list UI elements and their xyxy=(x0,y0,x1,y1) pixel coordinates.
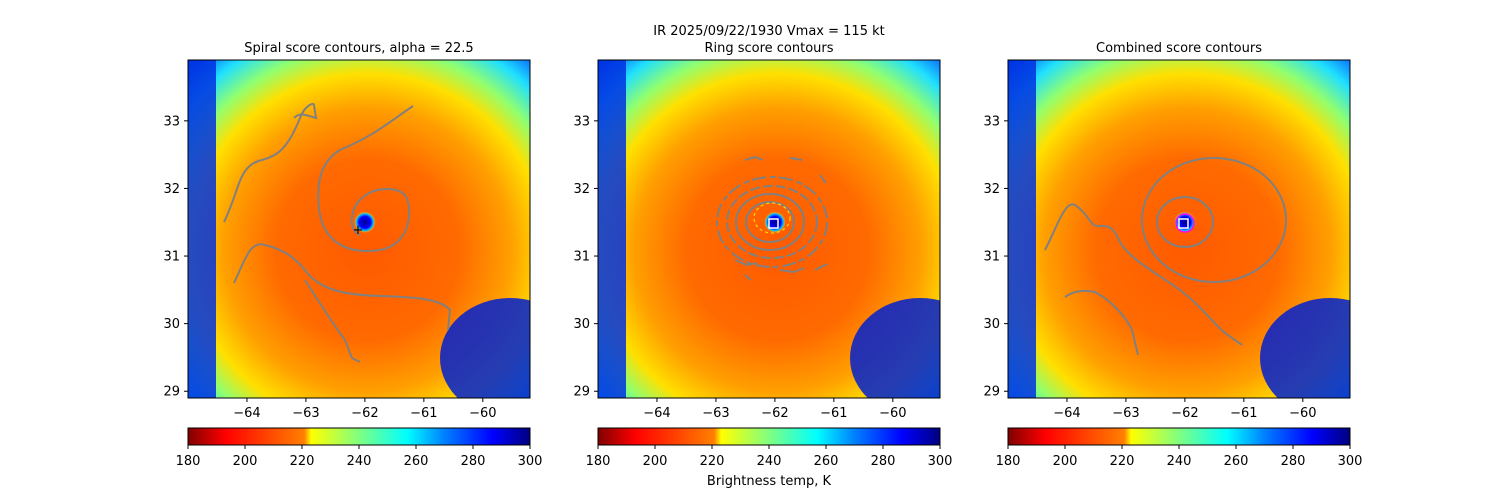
panel-spiral: Spiral score contours, alpha = 22.5 −64 −… xyxy=(163,41,531,421)
colorbar-tick-label: 260 xyxy=(404,454,429,469)
y-tick-label: 33 xyxy=(983,114,1000,129)
colorbar-tick-label: 180 xyxy=(996,454,1021,469)
x-tick-label: −63 xyxy=(702,406,729,421)
colorbar-tick-label: 300 xyxy=(1338,454,1363,469)
combined-contour-outer-ring xyxy=(1141,157,1287,283)
colorbar-tick-label: 300 xyxy=(928,454,953,469)
spiral-contour-south-arm xyxy=(304,279,361,363)
x-tick-label: −64 xyxy=(233,406,260,421)
y-tick-label: 29 xyxy=(983,385,1000,400)
ring-contour-2 xyxy=(726,185,818,259)
panel-title: Combined score contours xyxy=(1096,41,1262,56)
y-tick-label: 30 xyxy=(983,317,1000,332)
ir-clear-region xyxy=(1260,298,1350,398)
colorbar-tick-label: 300 xyxy=(518,454,543,469)
x-tick-label: −60 xyxy=(879,406,906,421)
y-tick-label: 31 xyxy=(163,250,180,265)
ring-contour-3 xyxy=(735,193,805,251)
ir-clear-region xyxy=(850,298,940,398)
ir-clear-region xyxy=(440,298,530,398)
y-tick-label: 30 xyxy=(573,317,590,332)
center-plus-marker: + xyxy=(353,223,364,238)
combined-contour-inner-ring xyxy=(1156,196,1214,248)
colorbar-gradient xyxy=(187,427,531,446)
colorbar-tick-label: 240 xyxy=(347,454,372,469)
spiral-contour-outer-band xyxy=(223,102,318,223)
colorbar-left: 180 200 220 240 260 280 300 xyxy=(176,427,543,469)
y-tick-label: 29 xyxy=(573,385,590,400)
colorbar-tick-label: 220 xyxy=(290,454,315,469)
colorbar-gradient xyxy=(597,427,941,446)
x-tick-label: −63 xyxy=(1112,406,1139,421)
colorbar-tick-label: 260 xyxy=(814,454,839,469)
spiral-contour-lower-band xyxy=(233,243,452,331)
x-tick-label: −61 xyxy=(410,406,437,421)
colorbar-tick-label: 280 xyxy=(461,454,486,469)
ir-cold-edge xyxy=(1008,60,1036,398)
ir-cold-edge xyxy=(598,60,626,398)
colorbar-tick-label: 240 xyxy=(757,454,782,469)
colorbar-tick-label: 240 xyxy=(1167,454,1192,469)
colorbar-tick-label: 200 xyxy=(1053,454,1078,469)
center-square-marker xyxy=(768,218,779,229)
panel-combined: Combined score contours −64 −63 −62 −61 −60 2… xyxy=(983,41,1351,421)
colorbar-tick-label: 280 xyxy=(871,454,896,469)
x-tick-label: −62 xyxy=(761,406,788,421)
axes-frame xyxy=(187,59,531,399)
colorbar-tick-label: 220 xyxy=(700,454,725,469)
colorbar-tick-label: 200 xyxy=(643,454,668,469)
ring-contour-inner-dashed xyxy=(753,202,791,234)
x-tick-label: −62 xyxy=(351,406,378,421)
axes-frame xyxy=(597,59,941,399)
colorbar-label: Brightness temp, K xyxy=(707,474,832,489)
y-tick-label: 32 xyxy=(163,182,180,197)
y-tick-label: 32 xyxy=(983,182,1000,197)
x-tick-label: −63 xyxy=(292,406,319,421)
x-tick-label: −62 xyxy=(1171,406,1198,421)
colorbar-right: 180 200 220 240 260 280 300 xyxy=(996,427,1363,469)
x-tick-label: −60 xyxy=(1289,406,1316,421)
x-tick-label: −61 xyxy=(820,406,847,421)
y-tick-label: 33 xyxy=(573,114,590,129)
y-tick-label: 32 xyxy=(573,182,590,197)
y-tick-label: 33 xyxy=(163,114,180,129)
x-tick-label: −60 xyxy=(469,406,496,421)
x-tick-label: −64 xyxy=(643,406,670,421)
colorbar-tick-label: 180 xyxy=(586,454,611,469)
combined-contour-band-upper xyxy=(1044,203,1243,346)
colorbar-tick-label: 200 xyxy=(233,454,258,469)
ir-cold-edge xyxy=(188,60,216,398)
colorbar-tick-label: 180 xyxy=(176,454,201,469)
colorbar-gradient xyxy=(1007,427,1351,446)
center-magenta-ring xyxy=(1175,213,1195,233)
axes-frame xyxy=(1007,59,1351,399)
figure-suptitle: IR 2025/09/22/1930 Vmax = 115 kt xyxy=(653,24,884,39)
ring-contour-4 xyxy=(745,201,795,243)
storm-eye xyxy=(1174,211,1196,233)
y-tick-label: 29 xyxy=(163,385,180,400)
ring-contour-fragments xyxy=(734,155,828,281)
panel-ring: Ring score contours −64 −63 −62 −61 −60 29 30 3… xyxy=(573,41,941,421)
y-tick-label: 31 xyxy=(573,250,590,265)
storm-eye xyxy=(354,211,376,233)
colorbar-tick-label: 220 xyxy=(1110,454,1135,469)
x-tick-label: −61 xyxy=(1230,406,1257,421)
colorbar-tick-label: 280 xyxy=(1281,454,1306,469)
x-tick-label: −64 xyxy=(1053,406,1080,421)
panel-title: Spiral score contours, alpha = 22.5 xyxy=(244,41,473,56)
colorbar-middle: 180 200 220 240 260 280 300 xyxy=(586,427,953,469)
y-tick-label: 31 xyxy=(983,250,1000,265)
combined-contour-band-lower xyxy=(1064,289,1139,356)
center-square-marker xyxy=(1178,218,1189,229)
y-tick-label: 30 xyxy=(163,317,180,332)
spiral-contour-eye-loop xyxy=(317,105,414,252)
ring-contour-1 xyxy=(716,176,828,268)
panel-title: Ring score contours xyxy=(704,41,833,56)
colorbar-tick-label: 260 xyxy=(1224,454,1249,469)
